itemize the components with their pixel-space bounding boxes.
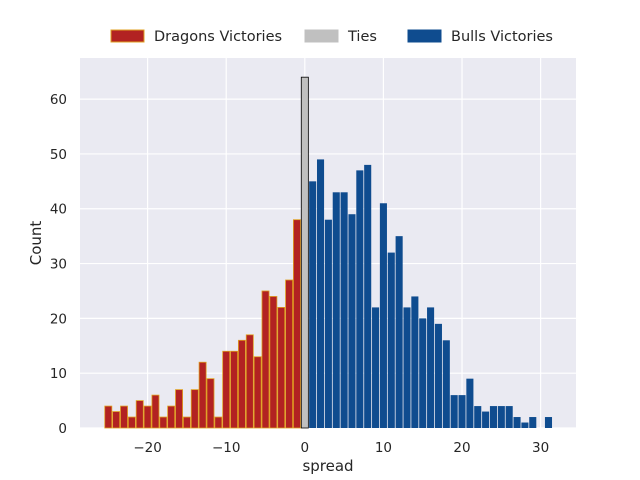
bulls-victories-bar xyxy=(340,192,348,428)
bulls-victories-bar xyxy=(521,422,529,428)
bulls-victories-bar xyxy=(489,406,498,428)
y-tick-labels: 0 10 20 30 40 50 60 xyxy=(50,92,67,437)
dragons-victories-bar xyxy=(143,405,152,429)
dragons-victories-bar xyxy=(112,411,121,429)
x-tick-label: 20 xyxy=(453,440,470,456)
dragons-victories-bar xyxy=(135,400,144,429)
bulls-victories-bar xyxy=(372,307,380,428)
bulls-victories-bar xyxy=(466,378,474,428)
ties-legend-swatch xyxy=(304,29,339,43)
bulls-victories-bar xyxy=(379,203,387,428)
dragons-victories-bar xyxy=(190,389,199,429)
bulls-victories-bar xyxy=(544,417,553,428)
x-tick-label: 30 xyxy=(532,440,549,456)
dragons-victories-bar xyxy=(269,296,278,429)
bulls-victories-bar xyxy=(427,307,435,428)
dragons-victories-bar xyxy=(253,356,262,429)
bulls-victories-bar xyxy=(348,214,356,428)
x-axis-label: spread xyxy=(302,457,353,475)
x-tick-label: −10 xyxy=(212,440,241,456)
bulls-victories-bar xyxy=(529,417,537,428)
y-tick-label: 50 xyxy=(50,147,67,163)
x-tick-label: 10 xyxy=(375,440,392,456)
bulls-victories-bar xyxy=(332,192,340,428)
dragons-victories-bar xyxy=(261,290,270,429)
bulls-victories-bar xyxy=(324,219,332,428)
y-tick-label: 20 xyxy=(50,311,67,327)
bulls-victories-bar xyxy=(316,159,325,428)
dragons-victories-bar xyxy=(293,219,301,429)
dragons-victories-legend-swatch xyxy=(110,29,145,43)
bulls-victories-bar xyxy=(513,417,521,428)
bulls-victories-bar xyxy=(387,252,395,428)
dragons-victories-bar xyxy=(175,389,183,429)
dragons-victories-bar xyxy=(182,416,191,429)
dragons-victories-bar xyxy=(159,416,168,429)
bulls-victories-bar xyxy=(309,181,317,428)
dragons-victories-bar xyxy=(285,279,294,429)
y-tick-label: 10 xyxy=(50,366,67,382)
dragons-victories-legend-label: Dragons Victories xyxy=(154,29,282,45)
bulls-victories-bar xyxy=(395,236,403,428)
bulls-victories-bar xyxy=(442,340,450,428)
bulls-victories-legend-label: Bulls Victories xyxy=(451,29,553,45)
dragons-victories-bar xyxy=(245,334,254,429)
dragons-victories-bar xyxy=(104,405,113,429)
dragons-victories-bar xyxy=(206,378,215,429)
dragons-victories-bar xyxy=(222,350,231,429)
dragons-victories-bar xyxy=(277,307,286,429)
y-axis-label: Count xyxy=(27,221,45,266)
bulls-victories-bar xyxy=(458,395,466,428)
y-tick-label: 0 xyxy=(58,421,67,437)
bulls-victories-bar xyxy=(474,406,482,428)
bulls-victories-bar xyxy=(364,164,372,428)
bulls-victories-bar xyxy=(505,406,513,428)
x-tick-labels: −20 −10 0 10 20 30 xyxy=(133,440,549,456)
dragons-victories-bar xyxy=(151,394,160,429)
bars xyxy=(104,76,553,429)
legend: Dragons Victories Ties Bulls Victories xyxy=(110,29,553,45)
bulls-victories-bar xyxy=(450,395,458,428)
bulls-victories-bar xyxy=(403,307,411,428)
x-tick-label: −20 xyxy=(133,440,162,456)
dragons-victories-bar xyxy=(237,339,246,429)
bulls-victories-bar xyxy=(482,411,490,428)
ties-legend-label: Ties xyxy=(347,29,377,45)
bulls-victories-bar xyxy=(411,296,419,428)
bulls-victories-legend-swatch xyxy=(407,29,442,43)
bulls-victories-bar xyxy=(419,318,427,428)
dragons-victories-bar xyxy=(167,405,176,429)
dragons-victories-bar xyxy=(120,405,128,429)
dragons-victories-bar xyxy=(230,350,239,429)
dragons-victories-bar xyxy=(198,361,207,429)
y-tick-label: 40 xyxy=(50,202,67,218)
ties-bar xyxy=(300,76,309,429)
y-tick-label: 60 xyxy=(50,92,67,108)
x-tick-label: 0 xyxy=(301,440,310,456)
bulls-victories-bar xyxy=(356,170,364,429)
bulls-victories-bar xyxy=(434,323,442,428)
bulls-victories-bar xyxy=(497,406,505,428)
y-tick-label: 30 xyxy=(50,257,67,273)
dragons-victories-bar xyxy=(214,416,223,429)
dragons-victories-bar xyxy=(127,416,136,429)
